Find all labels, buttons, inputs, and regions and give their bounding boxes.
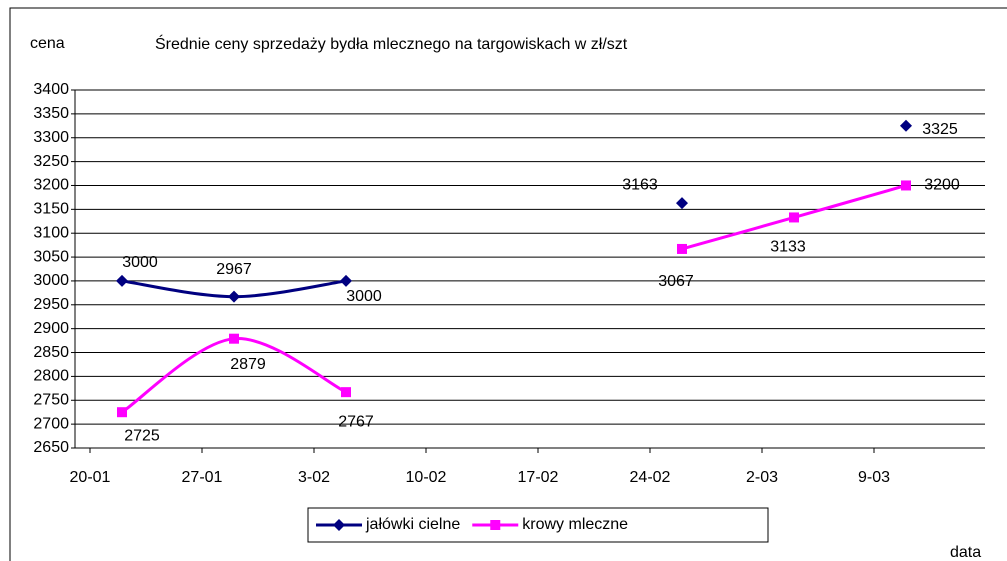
marker [677, 243, 687, 254]
x-tick-label: 9-03 [858, 469, 890, 486]
y-tick-label: 2800 [33, 368, 69, 385]
y-tick-label: 3100 [33, 224, 69, 241]
x-tick-label: 20-01 [70, 469, 111, 486]
series: 3000 2967 3000 3163 3325 [116, 119, 958, 305]
y-tick-label: 2950 [33, 296, 69, 313]
x-tick-label: 2-03 [746, 469, 778, 486]
data-label: 3325 [922, 121, 958, 138]
marker [117, 407, 127, 418]
data-label: 2725 [124, 427, 160, 444]
series: 2725 2879 2767 3067 3133 3200 [117, 177, 960, 444]
y-axis-label: cena [30, 35, 65, 52]
x-tick-label: 10-02 [406, 469, 447, 486]
data-label: 2967 [216, 261, 252, 278]
legend-label: krowy mleczne [522, 516, 628, 533]
y-tick-label: 3350 [33, 105, 69, 122]
marker [341, 387, 351, 398]
marker [333, 519, 345, 531]
marker [900, 119, 912, 132]
data-label: 3133 [770, 239, 806, 256]
x-tick-label: 24-02 [630, 469, 671, 486]
y-tick-label: 2700 [33, 415, 69, 432]
marker [116, 274, 128, 287]
chart-border [9, 7, 1007, 561]
marker [229, 333, 239, 344]
data-label: 2879 [230, 356, 266, 373]
y-tick-label: 2850 [33, 344, 69, 361]
legend: jałówki cielne krowy mleczne [307, 507, 769, 543]
y-tick-label: 2900 [33, 320, 69, 337]
y-tick-label: 3150 [33, 201, 69, 218]
data-label: 3163 [622, 176, 658, 193]
data-label: 3000 [122, 254, 158, 271]
y-tick-label: 3000 [33, 272, 69, 289]
marker [789, 212, 799, 223]
marker [901, 180, 911, 191]
y-tick-label: 2650 [33, 439, 69, 456]
y-tick-label: 3200 [33, 177, 69, 194]
y-tick-label: 2750 [33, 391, 69, 408]
x-tick-label: 27-01 [182, 469, 223, 486]
data-label: 3000 [346, 288, 382, 305]
marker [228, 290, 240, 303]
y-tick-label: 3050 [33, 248, 69, 265]
chart-title: Średnie ceny sprzedaży bydła mlecznego n… [155, 34, 628, 53]
x-tick-label: 17-02 [518, 469, 559, 486]
x-axis-label: data [950, 544, 981, 561]
data-label: 3200 [924, 177, 960, 194]
data-label: 3067 [658, 273, 694, 290]
marker [490, 520, 501, 530]
y-tick-label: 3400 [33, 81, 69, 98]
marker [676, 197, 688, 210]
data-label: 2767 [338, 413, 374, 430]
y-tick-label: 3250 [33, 153, 69, 170]
y-tick-label: 3300 [33, 129, 69, 146]
x-tick-label: 3-02 [298, 469, 330, 486]
legend-box [307, 507, 769, 543]
marker [340, 274, 352, 287]
legend-label: jałówki cielne [365, 516, 460, 533]
